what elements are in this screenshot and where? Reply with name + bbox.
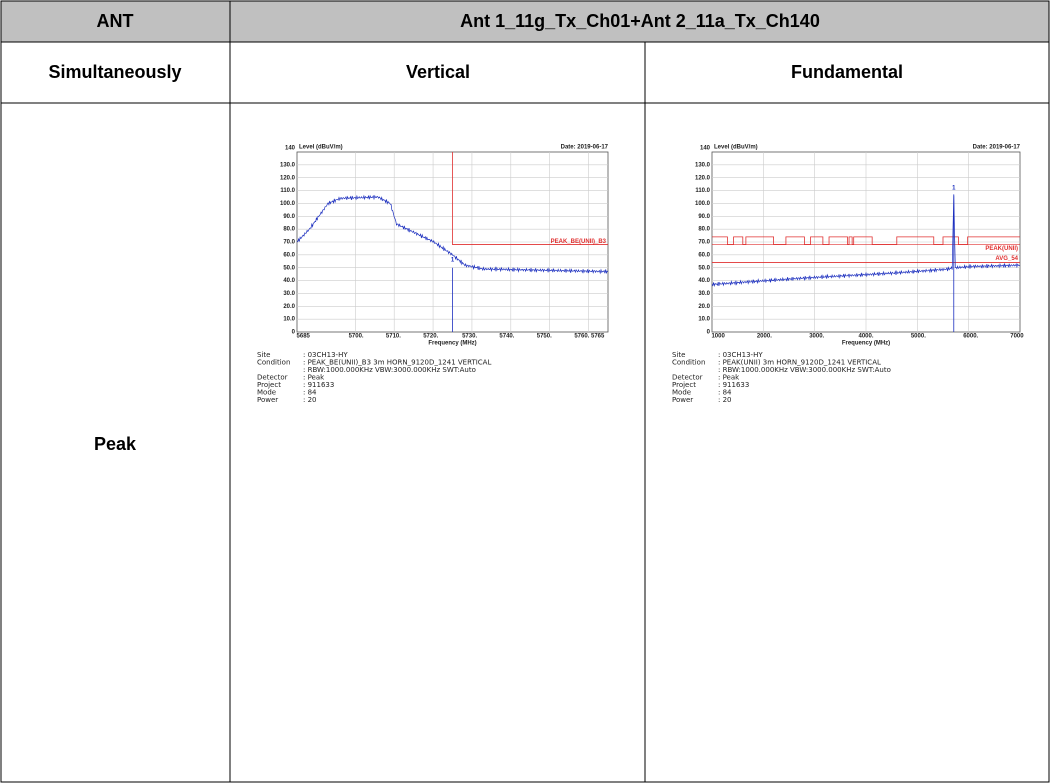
x-tick-label: 1000: [711, 334, 725, 340]
x-axis-label: Frequency (MHz): [842, 341, 890, 347]
info-label: Project: [672, 381, 696, 389]
date: Date: 2019-06-17: [561, 145, 609, 151]
info-value: : Peak: [718, 374, 740, 382]
y-tick-label: 10.0: [283, 317, 295, 323]
y-tick-label: 40.0: [283, 278, 295, 284]
y-tick-label: 30.0: [698, 291, 710, 297]
header-cell: Ant 1_11g_Tx_Ch01+Ant 2_11a_Tx_Ch140: [460, 11, 820, 31]
info-label: Condition: [257, 359, 290, 367]
y-tick-label: 130.0: [280, 162, 296, 168]
y-tick-label: 110.0: [695, 188, 710, 194]
y-tick-label: 80.0: [283, 227, 295, 233]
y-tick-label: 90.0: [698, 214, 710, 220]
subheader-cell: Fundamental: [791, 62, 903, 82]
x-tick-label: 6000.: [963, 334, 978, 340]
y-tick-label: 130.0: [695, 162, 711, 168]
y-tick-label: 140: [700, 146, 711, 152]
x-tick-label: 7000: [1010, 334, 1024, 340]
y-tick-label: 50.0: [698, 265, 710, 271]
y-tick-label: 20.0: [283, 304, 295, 310]
y-tick-label: 70.0: [698, 240, 710, 246]
x-tick-label: 5700.: [349, 334, 364, 340]
info-value: : 03CH13-HY: [718, 351, 763, 359]
info-label: Mode: [672, 389, 691, 397]
x-tick-label: 5760. 5765: [574, 334, 605, 340]
y-tick-label: 60.0: [283, 252, 295, 258]
x-tick-label: 5740.: [499, 334, 514, 340]
info-value: : 03CH13-HY: [303, 351, 348, 359]
x-tick-label: 4000.: [858, 334, 873, 340]
x-tick-label: 5730.: [462, 334, 477, 340]
info-value: : PEAK_BE(UNII)_B3 3m HORN_9120D_1241 VE…: [303, 359, 491, 367]
limit-label: PEAK(UNII): [985, 246, 1018, 252]
y-tick-label: 90.0: [283, 214, 295, 220]
trace: [296, 194, 609, 275]
y-tick-label: 70.0: [283, 240, 295, 246]
trace: [711, 195, 1021, 288]
header-cell: ANT: [97, 11, 134, 31]
y-tick-label: 100.0: [280, 201, 296, 207]
y-tick-label: 120.0: [280, 175, 296, 181]
limit-label: AVG_54: [995, 256, 1018, 262]
x-tick-label: 5685: [297, 334, 311, 340]
subheader-cell: Simultaneously: [48, 62, 181, 82]
info-label: Site: [672, 351, 685, 359]
y-tick-label: 120.0: [695, 175, 711, 181]
y-axis-label: Level (dBuV/m): [299, 145, 343, 151]
x-tick-label: 3000.: [809, 334, 824, 340]
subheader-cell: Vertical: [406, 62, 470, 82]
row-label: Peak: [94, 434, 137, 454]
info-value: : 84: [303, 389, 317, 397]
y-tick-label: 0: [707, 330, 711, 336]
y-tick-label: 10.0: [698, 317, 710, 323]
x-tick-label: 5750.: [537, 334, 552, 340]
info-value: : RBW:1000.000KHz VBW:3000.000KHz SWT:Au…: [303, 366, 476, 374]
info-label: Detector: [257, 374, 288, 382]
x-tick-label: 5720.: [423, 334, 438, 340]
info-value: : 911633: [303, 381, 334, 389]
x-axis-label: Frequency (MHz): [428, 341, 476, 347]
marker-label: 1: [952, 186, 956, 192]
marker-label: 1: [451, 258, 455, 264]
info-value: : 20: [718, 396, 732, 404]
y-tick-label: 140: [285, 146, 296, 152]
info-value: : PEAK(UNII) 3m HORN_9120D_1241 VERTICAL: [718, 359, 881, 367]
x-tick-label: 5710.: [386, 334, 401, 340]
limit-label: PEAK_BE(UNII)_B3: [551, 239, 607, 245]
header-bg: [1, 1, 1049, 42]
y-tick-label: 50.0: [283, 265, 295, 271]
limit-line: [452, 152, 608, 245]
y-tick-label: 30.0: [283, 291, 295, 297]
y-tick-label: 40.0: [698, 278, 710, 284]
info-value: : 911633: [718, 381, 749, 389]
date: Date: 2019-06-17: [973, 145, 1021, 151]
y-tick-label: 110.0: [280, 188, 295, 194]
info-label: Mode: [257, 389, 276, 397]
info-value: : RBW:1000.000KHz VBW:3000.000KHz SWT:Au…: [718, 366, 891, 374]
info-label: Condition: [672, 359, 705, 367]
info-value: : 20: [303, 396, 317, 404]
y-axis-label: Level (dBuV/m): [714, 145, 758, 151]
info-label: Power: [672, 396, 693, 404]
y-tick-label: 80.0: [698, 227, 710, 233]
x-tick-label: 2000.: [757, 334, 772, 340]
info-label: Detector: [672, 374, 703, 382]
y-tick-label: 20.0: [698, 304, 710, 310]
y-tick-label: 0: [292, 330, 296, 336]
info-label: Power: [257, 396, 278, 404]
y-tick-label: 100.0: [695, 201, 711, 207]
x-tick-label: 5000.: [911, 334, 926, 340]
info-label: Site: [257, 351, 270, 359]
info-label: Project: [257, 381, 281, 389]
info-value: : Peak: [303, 374, 325, 382]
y-tick-label: 60.0: [698, 252, 710, 258]
info-value: : 84: [718, 389, 732, 397]
